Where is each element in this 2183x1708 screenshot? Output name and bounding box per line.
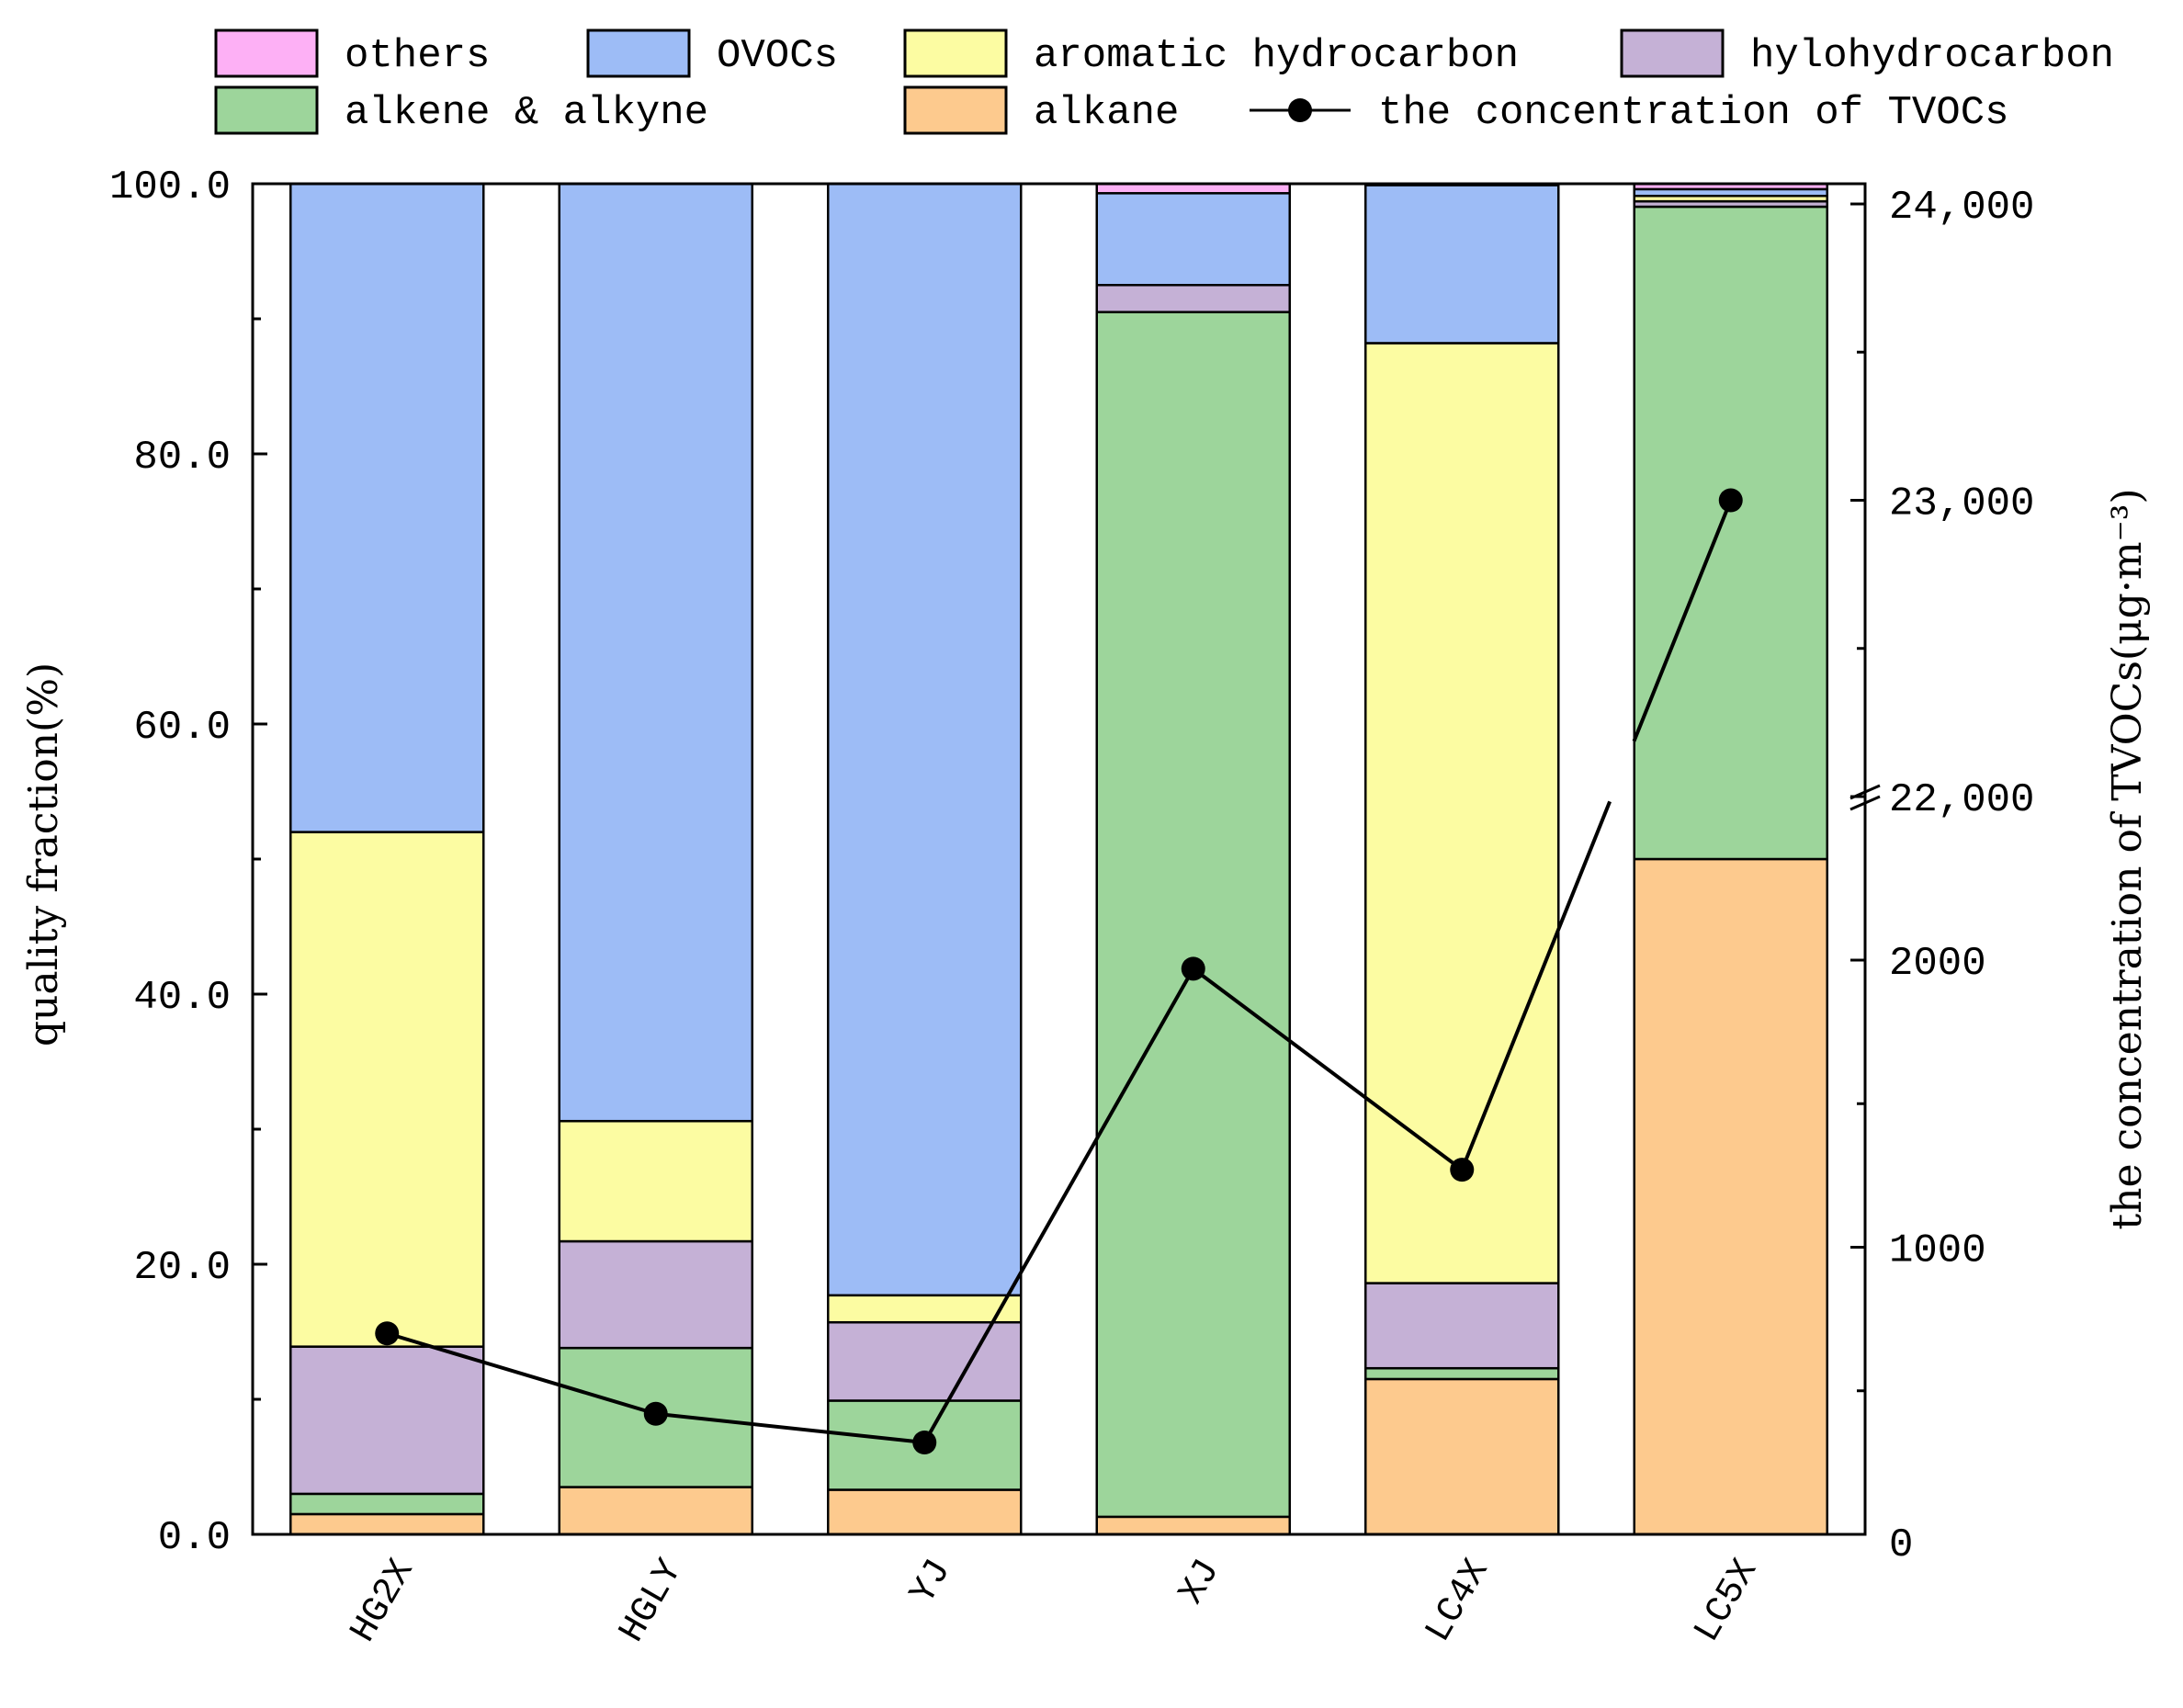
bar-segment-alkene-and-alkyne-lc5x xyxy=(1633,205,1828,861)
bar-segment-alkane-yj xyxy=(827,1488,1023,1536)
legend-line-marker xyxy=(1288,98,1312,122)
bar-segment-hylohydrocarbon-hgly xyxy=(558,1239,753,1350)
bar-segment-alkane-lc4x xyxy=(1364,1377,1560,1536)
bar-segment-hylohydrocarbon-hg2x xyxy=(289,1345,485,1496)
bar-segment-alkene-and-alkyne-xj xyxy=(1095,311,1291,1519)
bar-segment-ovocs-lc4x xyxy=(1364,184,1560,345)
tvoc-line-segment xyxy=(1192,967,1464,1171)
bar-segment-hylohydrocarbon-lc4x xyxy=(1364,1282,1560,1370)
legend: others OVOCs aromatic hydrocarbon hylohydro… xyxy=(214,28,2114,136)
bar-segment-aromatic-hydrocarbon-yj xyxy=(827,1294,1023,1324)
bar-segment-ovocs-xj xyxy=(1095,192,1291,287)
y-tick-label: 40.0 xyxy=(133,975,231,1021)
tvoc-line xyxy=(375,488,1743,1454)
x-tick-label: YJ xyxy=(903,1553,961,1612)
bar-segment-aromatic-hydrocarbon-lc4x xyxy=(1364,342,1560,1284)
y2-tick-label: 2000 xyxy=(1889,941,1986,987)
tvoc-point-hgly xyxy=(643,1401,668,1426)
bar-segment-hylohydrocarbon-yj xyxy=(827,1320,1023,1402)
bar-segment-others-xj xyxy=(1095,182,1291,195)
tvoc-line-segment xyxy=(922,967,1195,1443)
x-tick-label: LC4X xyxy=(1419,1553,1499,1650)
y-tick-label: 100.0 xyxy=(109,164,231,210)
bar-segment-ovocs-hg2x xyxy=(289,182,485,833)
tvoc-point-lc4x xyxy=(1450,1158,1475,1182)
bar-segment-alkene-and-alkyne-lc4x xyxy=(1364,1366,1560,1381)
legend-label-alkane: alkane xyxy=(1034,90,1179,136)
bar-segment-ovocs-hgly xyxy=(558,182,753,1123)
y-axis-label: quality fraction(%) xyxy=(20,662,67,1046)
legend-label-the-concentration-of-tvocs: the concentration of TVOCs xyxy=(1378,90,2009,136)
tvoc-line-segment xyxy=(386,1331,657,1416)
legend-swatch-alkene-and-alkyne xyxy=(214,85,319,135)
x-tick-label: HGLY xyxy=(612,1553,692,1650)
bar-segment-alkene-and-alkyne-hg2x xyxy=(289,1492,485,1516)
bar-segment-alkane-hgly xyxy=(558,1486,753,1536)
y2-tick-label: 23,000 xyxy=(1889,481,2034,527)
y-tick-label: 60.0 xyxy=(133,705,231,751)
bar-segment-hylohydrocarbon-xj xyxy=(1095,284,1291,313)
legend-swatch-others xyxy=(214,28,319,78)
tvoc-line-segment xyxy=(655,1411,925,1444)
tvoc-point-yj xyxy=(912,1431,937,1454)
legend-swatch-hylohydrocarbon xyxy=(1620,28,1725,78)
y2-tick-label: 1000 xyxy=(1889,1228,1986,1274)
legend-label-others: others xyxy=(345,33,490,79)
legend-swatch-aromatic-hydrocarbon xyxy=(903,28,1008,78)
plot-frame xyxy=(251,182,1867,1536)
bar-segment-aromatic-hydrocarbon-hgly xyxy=(558,1119,753,1243)
x-tick-label: HG2X xyxy=(344,1553,424,1650)
axis-break-mark xyxy=(1849,784,1881,800)
legend-label-ovocs: OVOCs xyxy=(717,33,838,79)
y2-tick-label: 0 xyxy=(1889,1522,1913,1568)
legend-label-aromatic-hydrocarbon: aromatic hydrocarbon xyxy=(1034,33,1519,79)
tvoc-point-hg2x xyxy=(375,1321,400,1346)
tvoc-line-segment xyxy=(1460,800,1612,1171)
axis-break-mark xyxy=(1849,795,1881,811)
y-tick-label: 80.0 xyxy=(133,435,231,481)
legend-swatch-alkane xyxy=(903,85,1008,135)
y-tick-label: 20.0 xyxy=(133,1245,231,1291)
bar-segment-ovocs-yj xyxy=(827,182,1023,1297)
y2-axis-label: the concentration of TVOCs(μg·m⁻³) xyxy=(2104,488,2151,1229)
bar-segment-alkane-lc5x xyxy=(1633,857,1828,1536)
y2-tick-label: 24,000 xyxy=(1889,185,2034,231)
legend-label-alkene-and-alkyne: alkene & alkyne xyxy=(345,90,708,136)
tvoc-point-xj xyxy=(1181,956,1205,981)
x-tick-label: XJ xyxy=(1171,1553,1229,1612)
legend-swatch-ovocs xyxy=(586,28,691,78)
tvoc-point-lc5x xyxy=(1718,488,1743,513)
y2-tick-label: 22,000 xyxy=(1889,777,2034,823)
x-tick-label: LC5X xyxy=(1687,1553,1767,1650)
bar-segment-alkane-hg2x xyxy=(289,1512,485,1536)
legend-label-hylohydrocarbon: hylohydrocarbon xyxy=(1750,33,2114,79)
y-tick-label: 0.0 xyxy=(158,1515,231,1561)
bar-segment-alkane-xj xyxy=(1095,1515,1291,1536)
bars xyxy=(289,182,1828,1536)
bar-segment-aromatic-hydrocarbon-hg2x xyxy=(289,831,485,1348)
tvoc-line-segment xyxy=(1632,499,1733,742)
